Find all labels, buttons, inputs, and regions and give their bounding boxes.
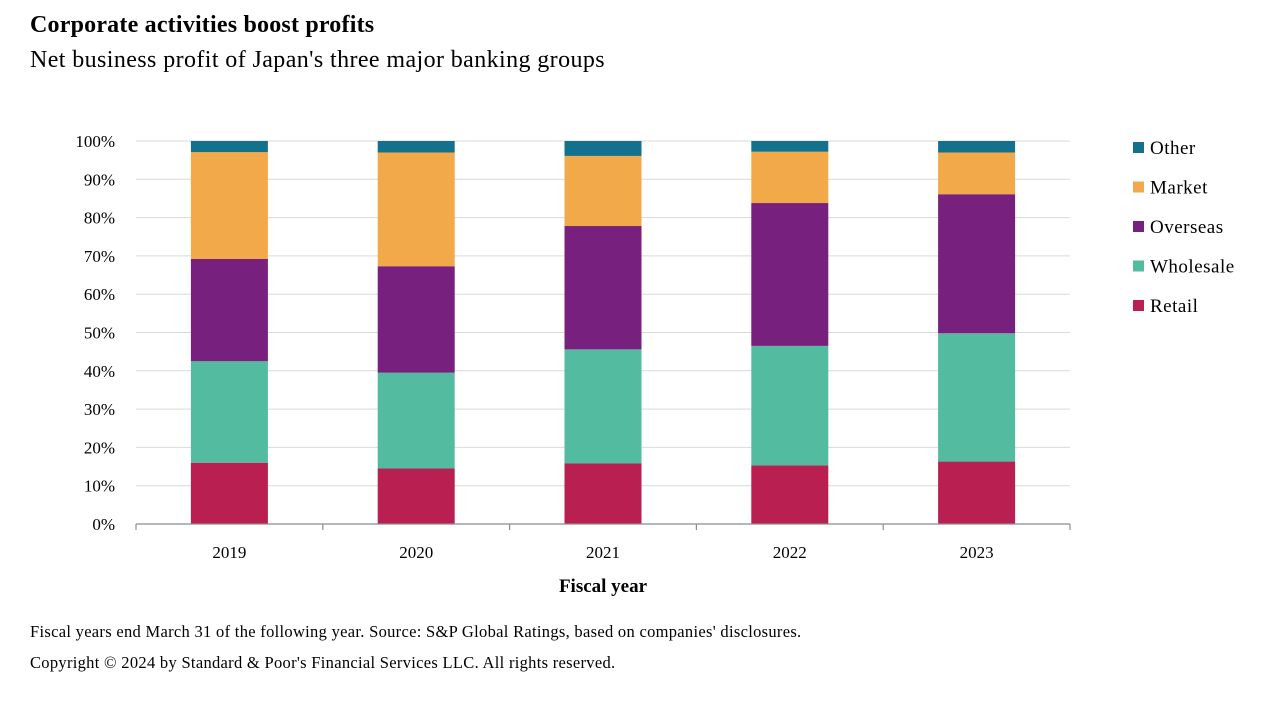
x-tick-label: 2019 xyxy=(212,543,246,562)
bar-segment-other-2021 xyxy=(564,141,642,156)
legend-swatch-wholesale xyxy=(1133,260,1144,272)
y-tick-label: 20% xyxy=(84,438,115,457)
x-tick-label: 2021 xyxy=(586,543,620,562)
bar-segment-wholesale-2021 xyxy=(564,349,642,464)
bar-segment-wholesale-2019 xyxy=(190,361,268,463)
y-tick-label: 60% xyxy=(84,285,115,304)
bar-segment-retail-2023 xyxy=(938,461,1016,524)
y-tick-label: 100% xyxy=(75,132,115,151)
x-tick-label: 2022 xyxy=(773,543,807,562)
y-tick-label: 70% xyxy=(84,247,115,266)
x-axis: 2019 2020 2021 2022 2023 xyxy=(135,523,1071,562)
bar-segment-market-2021 xyxy=(564,155,642,227)
y-tick-label: 10% xyxy=(84,477,115,496)
bar-segment-market-2020 xyxy=(377,152,455,267)
legend-swatch-overseas xyxy=(1133,221,1144,232)
bar-segment-other-2022 xyxy=(751,141,829,152)
y-tick-label: 40% xyxy=(84,362,115,381)
x-tick-label: 2023 xyxy=(960,543,994,562)
y-tick-label: 30% xyxy=(84,400,115,419)
x-axis-title: Fiscal year xyxy=(559,576,648,597)
bar-segment-overseas-2021 xyxy=(564,226,642,350)
bar-segment-market-2023 xyxy=(938,152,1016,195)
legend-label-market: Market xyxy=(1150,178,1208,199)
y-axis: 0% 10% 20% 30% 40% 50% 60% 70% 80% 90% 100% xyxy=(75,132,115,534)
bar-segment-overseas-2023 xyxy=(938,194,1016,334)
bars xyxy=(190,141,1016,524)
legend-swatch-retail xyxy=(1133,300,1144,311)
legend: Other Market Overseas Wholesale Retail xyxy=(1133,138,1235,317)
y-tick-label: 80% xyxy=(84,209,115,228)
x-tick-label: 2020 xyxy=(399,543,433,562)
legend-swatch-other xyxy=(1133,142,1144,153)
y-tick-label: 50% xyxy=(84,324,115,343)
bar-segment-overseas-2020 xyxy=(377,266,455,373)
y-tick-label: 90% xyxy=(84,170,115,189)
bar-segment-other-2020 xyxy=(377,141,455,153)
bar-segment-market-2022 xyxy=(751,151,829,204)
bar-segment-retail-2021 xyxy=(564,463,642,524)
legend-label-other: Other xyxy=(1150,138,1196,159)
legend-label-retail: Retail xyxy=(1150,296,1198,317)
bar-segment-retail-2022 xyxy=(751,465,829,524)
legend-label-wholesale: Wholesale xyxy=(1150,257,1235,278)
legend-label-overseas: Overseas xyxy=(1150,217,1224,238)
bar-segment-retail-2020 xyxy=(377,468,455,524)
footnote: Fiscal years end March 31 of the followi… xyxy=(30,622,802,641)
bar-segment-retail-2019 xyxy=(190,462,268,524)
copyright: Copyright © 2024 by Standard & Poor's Fi… xyxy=(30,653,616,672)
bar-segment-overseas-2022 xyxy=(751,203,829,346)
chart-title: Corporate activities boost profits xyxy=(30,12,375,38)
chart-subtitle: Net business profit of Japan's three maj… xyxy=(30,47,606,73)
y-tick-label: 0% xyxy=(92,515,115,534)
legend-swatch-market xyxy=(1133,181,1144,193)
bar-segment-wholesale-2022 xyxy=(751,345,829,466)
bar-segment-other-2019 xyxy=(190,141,268,153)
bar-segment-wholesale-2023 xyxy=(938,333,1016,462)
bar-segment-other-2023 xyxy=(938,141,1016,153)
bar-segment-wholesale-2020 xyxy=(377,372,455,469)
bar-segment-market-2019 xyxy=(190,152,268,259)
bar-segment-overseas-2019 xyxy=(190,258,268,362)
